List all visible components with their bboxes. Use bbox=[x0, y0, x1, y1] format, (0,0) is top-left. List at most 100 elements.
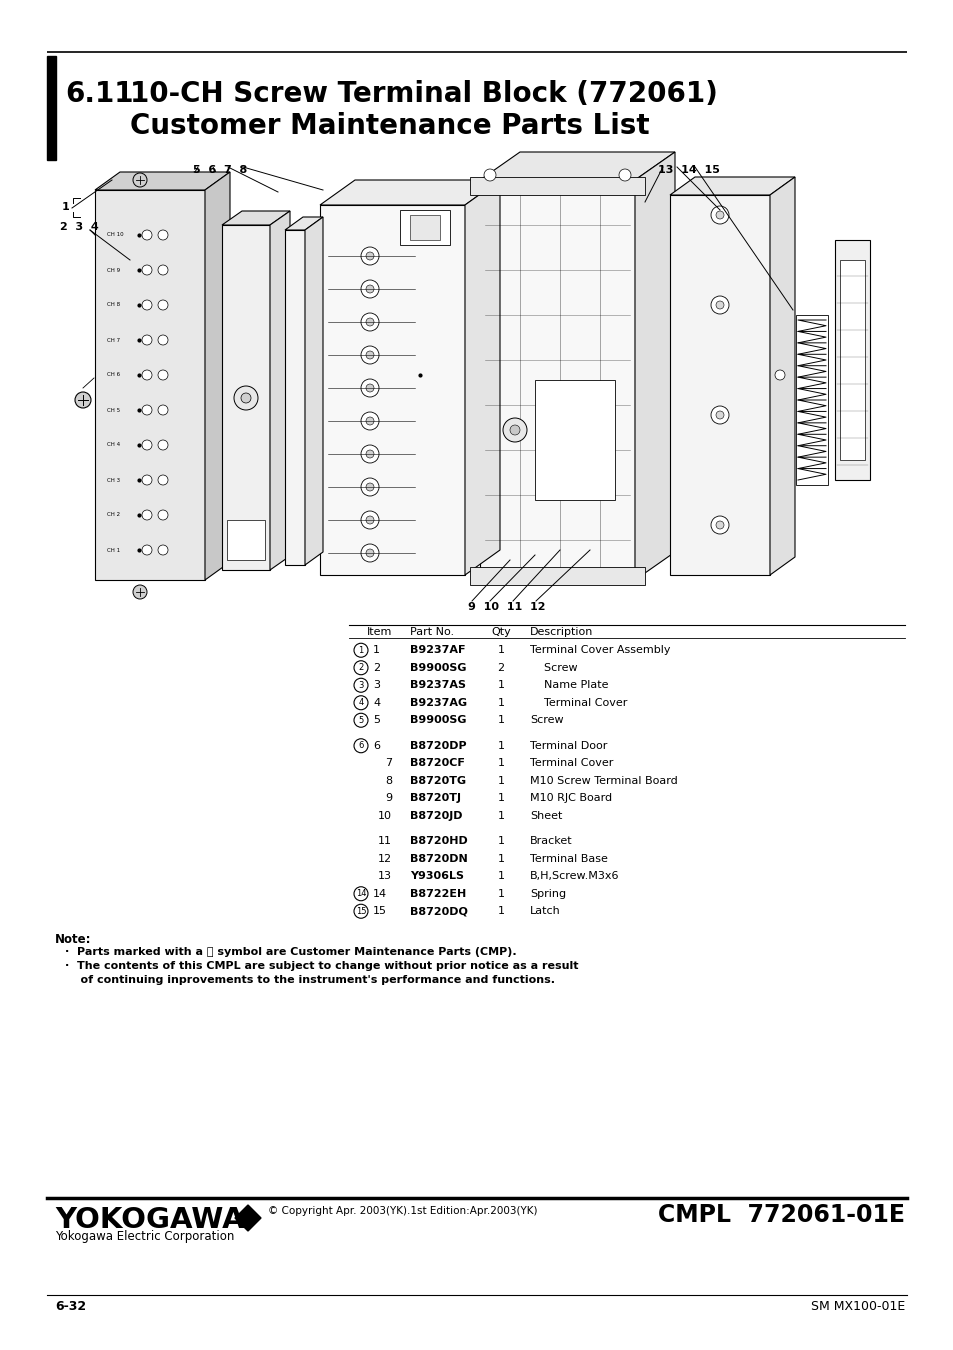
Circle shape bbox=[158, 475, 168, 485]
Text: CH 2: CH 2 bbox=[107, 513, 120, 517]
Circle shape bbox=[366, 417, 374, 425]
Text: Screw: Screw bbox=[530, 716, 563, 725]
Text: CH 8: CH 8 bbox=[107, 302, 120, 308]
Circle shape bbox=[483, 169, 496, 181]
Text: 3: 3 bbox=[373, 680, 379, 690]
Text: Terminal Door: Terminal Door bbox=[530, 741, 607, 751]
Text: 15: 15 bbox=[355, 907, 366, 915]
Text: 14: 14 bbox=[373, 888, 387, 899]
Bar bbox=[470, 177, 644, 194]
Circle shape bbox=[360, 346, 378, 365]
Text: 5: 5 bbox=[373, 716, 379, 725]
Polygon shape bbox=[479, 153, 675, 180]
Text: 11: 11 bbox=[377, 836, 392, 846]
Circle shape bbox=[774, 370, 784, 379]
Text: 10: 10 bbox=[377, 811, 392, 821]
Polygon shape bbox=[95, 190, 205, 580]
Text: B8720HD: B8720HD bbox=[410, 836, 467, 846]
Text: 3: 3 bbox=[358, 680, 363, 690]
Polygon shape bbox=[479, 180, 635, 580]
Circle shape bbox=[360, 279, 378, 298]
Bar bbox=[399, 211, 450, 244]
Text: YOKOGAWA: YOKOGAWA bbox=[55, 1206, 244, 1234]
Text: CMPL  772061-01E: CMPL 772061-01E bbox=[658, 1203, 904, 1227]
Circle shape bbox=[75, 392, 91, 408]
Text: 13  14  15: 13 14 15 bbox=[658, 165, 720, 176]
Text: 5: 5 bbox=[358, 716, 363, 725]
Text: 1: 1 bbox=[497, 698, 504, 707]
Circle shape bbox=[710, 516, 728, 535]
Text: B8720DQ: B8720DQ bbox=[410, 906, 467, 917]
Circle shape bbox=[142, 440, 152, 450]
Text: Yokogawa Electric Corporation: Yokogawa Electric Corporation bbox=[55, 1230, 234, 1243]
Text: SM MX100-01E: SM MX100-01E bbox=[810, 1300, 904, 1314]
Text: 10-CH Screw Terminal Block (772061): 10-CH Screw Terminal Block (772061) bbox=[130, 80, 717, 108]
Circle shape bbox=[142, 335, 152, 346]
Circle shape bbox=[142, 265, 152, 275]
Circle shape bbox=[158, 265, 168, 275]
Text: Sheet: Sheet bbox=[530, 811, 561, 821]
Circle shape bbox=[510, 425, 519, 435]
Text: 1: 1 bbox=[497, 794, 504, 803]
Circle shape bbox=[366, 252, 374, 261]
Circle shape bbox=[158, 510, 168, 520]
Text: CH 1: CH 1 bbox=[107, 548, 120, 552]
Text: M10 RJC Board: M10 RJC Board bbox=[530, 794, 612, 803]
Text: Bracket: Bracket bbox=[530, 836, 572, 846]
Text: Name Plate: Name Plate bbox=[530, 680, 608, 690]
Text: B8722EH: B8722EH bbox=[410, 888, 466, 899]
Circle shape bbox=[241, 393, 251, 404]
Text: CH 6: CH 6 bbox=[107, 373, 120, 378]
Polygon shape bbox=[234, 1206, 261, 1231]
Polygon shape bbox=[222, 211, 290, 225]
Circle shape bbox=[716, 410, 723, 418]
Circle shape bbox=[502, 418, 526, 441]
Circle shape bbox=[360, 478, 378, 495]
Circle shape bbox=[366, 285, 374, 293]
Text: CH 7: CH 7 bbox=[107, 338, 120, 343]
Text: ·  Parts marked with a ⓞ symbol are Customer Maintenance Parts (CMP).: · Parts marked with a ⓞ symbol are Custo… bbox=[65, 948, 517, 957]
Text: B9237AG: B9237AG bbox=[410, 698, 467, 707]
Circle shape bbox=[366, 450, 374, 458]
Circle shape bbox=[366, 383, 374, 392]
Text: 5  6  7  8: 5 6 7 8 bbox=[193, 165, 247, 176]
Text: Part No.: Part No. bbox=[410, 626, 454, 637]
Text: 1: 1 bbox=[497, 811, 504, 821]
Text: 1: 1 bbox=[497, 759, 504, 768]
Circle shape bbox=[360, 247, 378, 265]
Circle shape bbox=[710, 207, 728, 224]
Text: 1: 1 bbox=[497, 741, 504, 751]
Bar bbox=[470, 567, 644, 585]
Text: B8720DP: B8720DP bbox=[410, 741, 466, 751]
Text: of continuing inprovements to the instrument's performance and functions.: of continuing inprovements to the instru… bbox=[65, 975, 555, 985]
Circle shape bbox=[158, 370, 168, 379]
Text: CH 3: CH 3 bbox=[107, 478, 120, 482]
Text: 6: 6 bbox=[358, 741, 363, 751]
Circle shape bbox=[158, 230, 168, 240]
Text: 13: 13 bbox=[377, 871, 392, 882]
Circle shape bbox=[142, 475, 152, 485]
Text: 1: 1 bbox=[497, 836, 504, 846]
Text: 1: 1 bbox=[497, 680, 504, 690]
Text: 1: 1 bbox=[497, 853, 504, 864]
Polygon shape bbox=[285, 230, 305, 566]
Text: CH 9: CH 9 bbox=[107, 267, 120, 273]
Text: 9: 9 bbox=[384, 794, 392, 803]
Text: CH 5: CH 5 bbox=[107, 408, 120, 413]
Circle shape bbox=[716, 521, 723, 529]
Text: 2: 2 bbox=[358, 663, 363, 672]
Text: B,H,Screw.M3x6: B,H,Screw.M3x6 bbox=[530, 871, 618, 882]
Polygon shape bbox=[769, 177, 794, 575]
Text: B9900SG: B9900SG bbox=[410, 716, 466, 725]
Polygon shape bbox=[319, 205, 464, 575]
Circle shape bbox=[366, 319, 374, 325]
Text: 1: 1 bbox=[497, 776, 504, 786]
Circle shape bbox=[366, 516, 374, 524]
Circle shape bbox=[132, 173, 147, 188]
Text: Terminal Base: Terminal Base bbox=[530, 853, 607, 864]
Circle shape bbox=[158, 405, 168, 414]
Polygon shape bbox=[464, 180, 499, 575]
Text: B8720JD: B8720JD bbox=[410, 811, 462, 821]
Text: 6-32: 6-32 bbox=[55, 1300, 86, 1314]
Bar bbox=[535, 379, 615, 500]
